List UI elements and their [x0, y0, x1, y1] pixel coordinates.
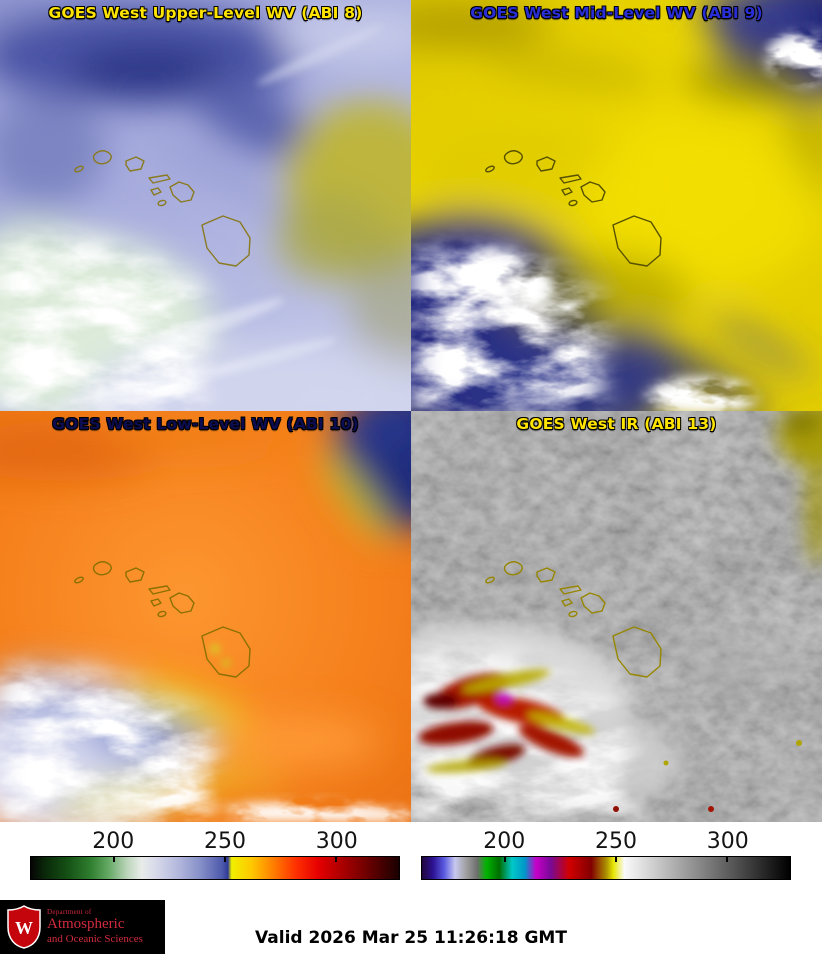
colorbar-tick-label: 200 [483, 829, 526, 854]
colorbar-section: 200 250 300 200 250 300 [0, 822, 822, 900]
wv10-island-hot-spots [210, 644, 230, 667]
uw-crest-icon: W [7, 905, 41, 949]
colorbar-tick-mark [223, 857, 226, 862]
ir-colorbar-tick-row: 200 250 300 [421, 826, 791, 856]
panel-title-ir: GOES West IR (ABI 13) [516, 415, 717, 433]
crest-letter: W [15, 918, 33, 938]
wv9-small-clouds [431, 32, 822, 411]
logo-name-line1: Atmospheric [47, 916, 125, 933]
wv10-bottom-clouds [230, 802, 411, 822]
wv8-cloud-texture [0, 238, 200, 411]
ir-enhanced-cold-tops [418, 669, 595, 773]
panel-title-low-level-wv: GOES West Low-Level WV (ABI 10) [52, 415, 359, 433]
wv-colorbar-gradient [30, 856, 400, 880]
colorbar-tick-mark [614, 857, 617, 862]
satellite-image-grid: GOES West Upper-Level WV (ABI 8) [0, 0, 822, 822]
wv-colorbar: 200 250 300 [30, 826, 400, 880]
panel-low-level-wv: GOES West Low-Level WV (ABI 10) [0, 411, 411, 822]
colorbar-tick-label: 300 [706, 829, 749, 854]
colorbar-tick-label: 200 [92, 829, 135, 854]
low-level-wv-imagery [0, 411, 411, 822]
ir-imagery [411, 411, 822, 822]
ir-colorbar-gradient [421, 856, 791, 880]
ir-colored-specks [613, 740, 802, 812]
logo-name-line2: and Oceanic Sciences [47, 933, 143, 946]
wv10-cloud-texture [0, 670, 210, 822]
panel-title-mid-level-wv: GOES West Mid-Level WV (ABI 9) [470, 4, 763, 22]
wv-colorbar-tick-row: 200 250 300 [30, 826, 400, 856]
crest-shield [7, 905, 41, 949]
colorbar-tick-label: 250 [203, 829, 246, 854]
panel-title-upper-level-wv: GOES West Upper-Level WV (ABI 8) [48, 4, 363, 22]
colorbar-tick-mark [112, 857, 115, 862]
valid-time-text: Valid 2026 Mar 25 11:26:18 GMT [255, 928, 567, 948]
footer: W Department of Atmospheric and Oceanic … [0, 900, 822, 954]
colorbar-tick-mark [726, 857, 729, 862]
uw-aos-logo: W Department of Atmospheric and Oceanic … [0, 900, 165, 954]
colorbar-tick-label: 250 [594, 829, 637, 854]
colorbar-tick-label: 300 [315, 829, 358, 854]
logo-department-line: Department of [47, 907, 92, 916]
colorbar-tick-mark [335, 857, 338, 862]
panel-mid-level-wv: GOES West Mid-Level WV (ABI 9) [411, 0, 822, 411]
panel-upper-level-wv: GOES West Upper-Level WV (ABI 8) [0, 0, 411, 411]
logo-text-block: Department of Atmospheric and Oceanic Sc… [47, 907, 143, 946]
ir-colorbar: 200 250 300 [421, 826, 791, 880]
mid-level-wv-imagery [411, 0, 822, 411]
colorbar-tick-mark [503, 857, 506, 862]
panel-ir: GOES West IR (ABI 13) [411, 411, 822, 822]
upper-level-wv-imagery [0, 0, 411, 411]
